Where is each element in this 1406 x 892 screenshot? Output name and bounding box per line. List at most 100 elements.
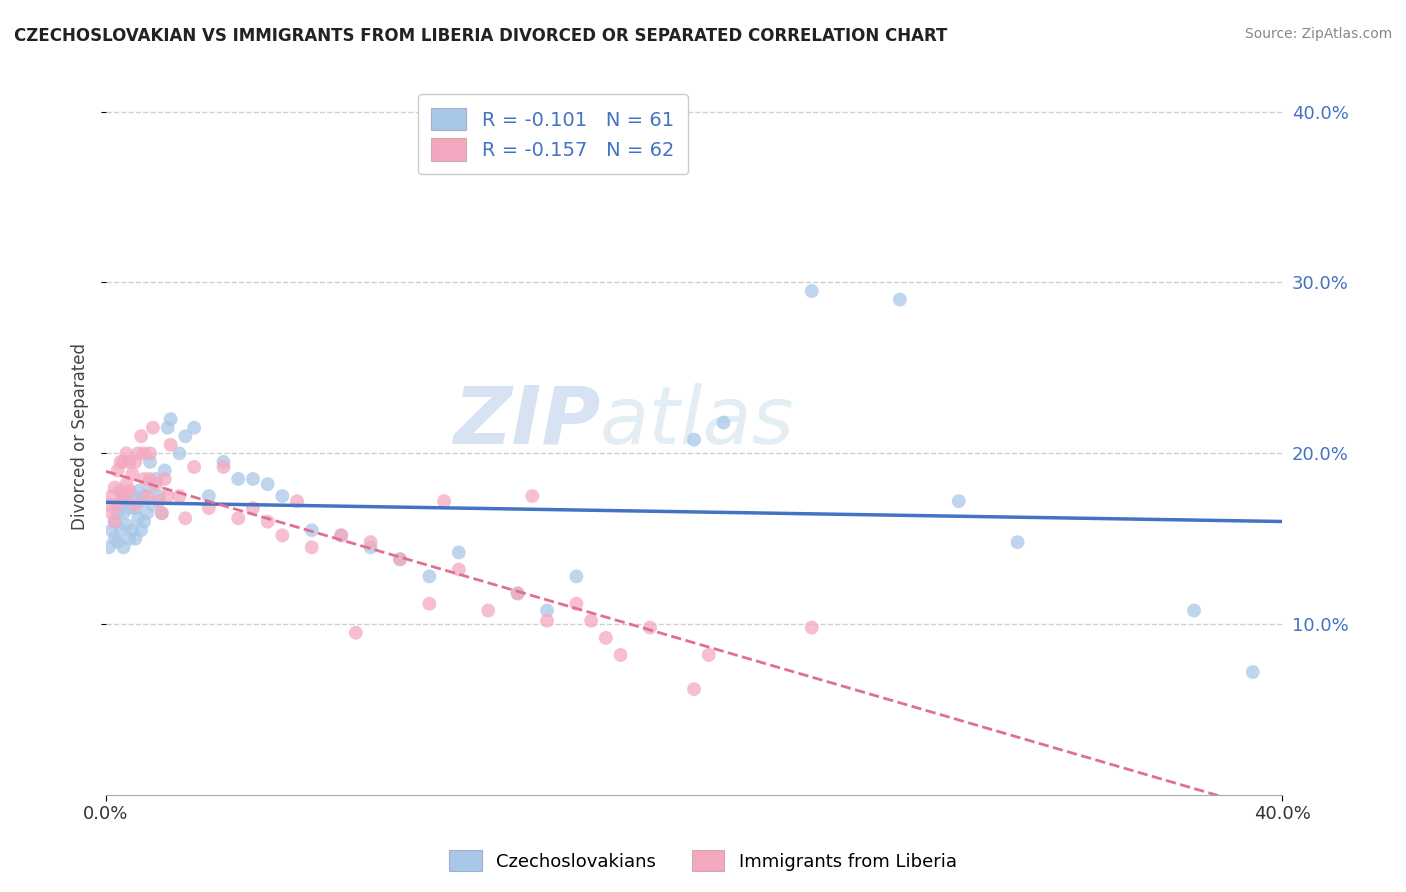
Point: [330, 528, 353, 542]
Point: [107, 535, 129, 549]
Point: [142, 498, 165, 512]
Point: [118, 455, 141, 469]
Point: [104, 532, 127, 546]
Point: [198, 501, 221, 516]
Point: [433, 494, 456, 508]
Point: [136, 506, 159, 520]
Legend: Czechoslovakians, Immigrants from Liberia: Czechoslovakians, Immigrants from Liberi…: [441, 843, 965, 879]
Point: [150, 506, 173, 520]
Point: [800, 621, 823, 635]
Text: Source: ZipAtlas.com: Source: ZipAtlas.com: [1244, 27, 1392, 41]
Point: [212, 460, 235, 475]
Point: [522, 489, 544, 503]
Point: [301, 541, 323, 555]
Point: [127, 446, 149, 460]
Text: CZECHOSLOVAKIAN VS IMMIGRANTS FROM LIBERIA DIVORCED OR SEPARATED CORRELATION CHA: CZECHOSLOVAKIAN VS IMMIGRANTS FROM LIBER…: [14, 27, 948, 45]
Point: [226, 472, 249, 486]
Point: [104, 481, 127, 495]
Point: [256, 477, 278, 491]
Point: [118, 532, 141, 546]
Point: [112, 455, 135, 469]
Point: [360, 541, 382, 555]
Point: [153, 472, 176, 486]
Point: [107, 498, 129, 512]
Point: [447, 562, 470, 576]
Point: [145, 477, 167, 491]
Point: [139, 455, 162, 469]
Point: [683, 433, 706, 447]
Point: [579, 614, 602, 628]
Point: [129, 429, 152, 443]
Point: [121, 523, 143, 537]
Point: [226, 511, 249, 525]
Point: [447, 545, 470, 559]
Point: [112, 489, 135, 503]
Point: [115, 494, 138, 508]
Point: [174, 429, 197, 443]
Point: [418, 597, 440, 611]
Point: [124, 532, 146, 546]
Point: [107, 506, 129, 520]
Point: [183, 460, 205, 475]
Point: [242, 501, 264, 516]
Point: [169, 446, 191, 460]
Point: [506, 586, 529, 600]
Point: [948, 494, 970, 508]
Point: [112, 506, 135, 520]
Point: [101, 523, 124, 537]
Y-axis label: Divorced or Separated: Divorced or Separated: [72, 343, 89, 530]
Point: [124, 455, 146, 469]
Point: [101, 506, 124, 520]
Point: [139, 472, 162, 486]
Point: [174, 511, 197, 525]
Point: [506, 586, 529, 600]
Point: [477, 603, 499, 617]
Point: [301, 523, 323, 537]
Point: [110, 455, 132, 469]
Point: [697, 648, 720, 662]
Point: [104, 515, 127, 529]
Point: [256, 515, 278, 529]
Point: [183, 420, 205, 434]
Point: [344, 625, 367, 640]
Point: [134, 446, 156, 460]
Point: [148, 494, 170, 508]
Point: [115, 446, 138, 460]
Point: [565, 569, 588, 583]
Point: [118, 483, 141, 498]
Point: [112, 489, 135, 503]
Point: [129, 523, 152, 537]
Point: [145, 472, 167, 486]
Point: [148, 489, 170, 503]
Point: [134, 515, 156, 529]
Point: [800, 284, 823, 298]
Point: [101, 489, 124, 503]
Point: [683, 682, 706, 697]
Point: [1182, 603, 1205, 617]
Point: [609, 648, 631, 662]
Point: [638, 621, 661, 635]
Point: [198, 489, 221, 503]
Point: [889, 293, 911, 307]
Point: [565, 597, 588, 611]
Point: [139, 481, 162, 495]
Point: [242, 472, 264, 486]
Point: [127, 483, 149, 498]
Point: [271, 489, 294, 503]
Point: [97, 498, 120, 512]
Point: [536, 603, 558, 617]
Point: [142, 420, 165, 434]
Point: [169, 489, 191, 503]
Point: [110, 483, 132, 498]
Point: [104, 515, 127, 529]
Point: [124, 501, 146, 516]
Point: [112, 541, 135, 555]
Point: [129, 494, 152, 508]
Point: [121, 489, 143, 503]
Point: [97, 541, 120, 555]
Point: [595, 631, 617, 645]
Point: [110, 523, 132, 537]
Point: [285, 494, 308, 508]
Point: [156, 489, 179, 503]
Point: [118, 501, 141, 516]
